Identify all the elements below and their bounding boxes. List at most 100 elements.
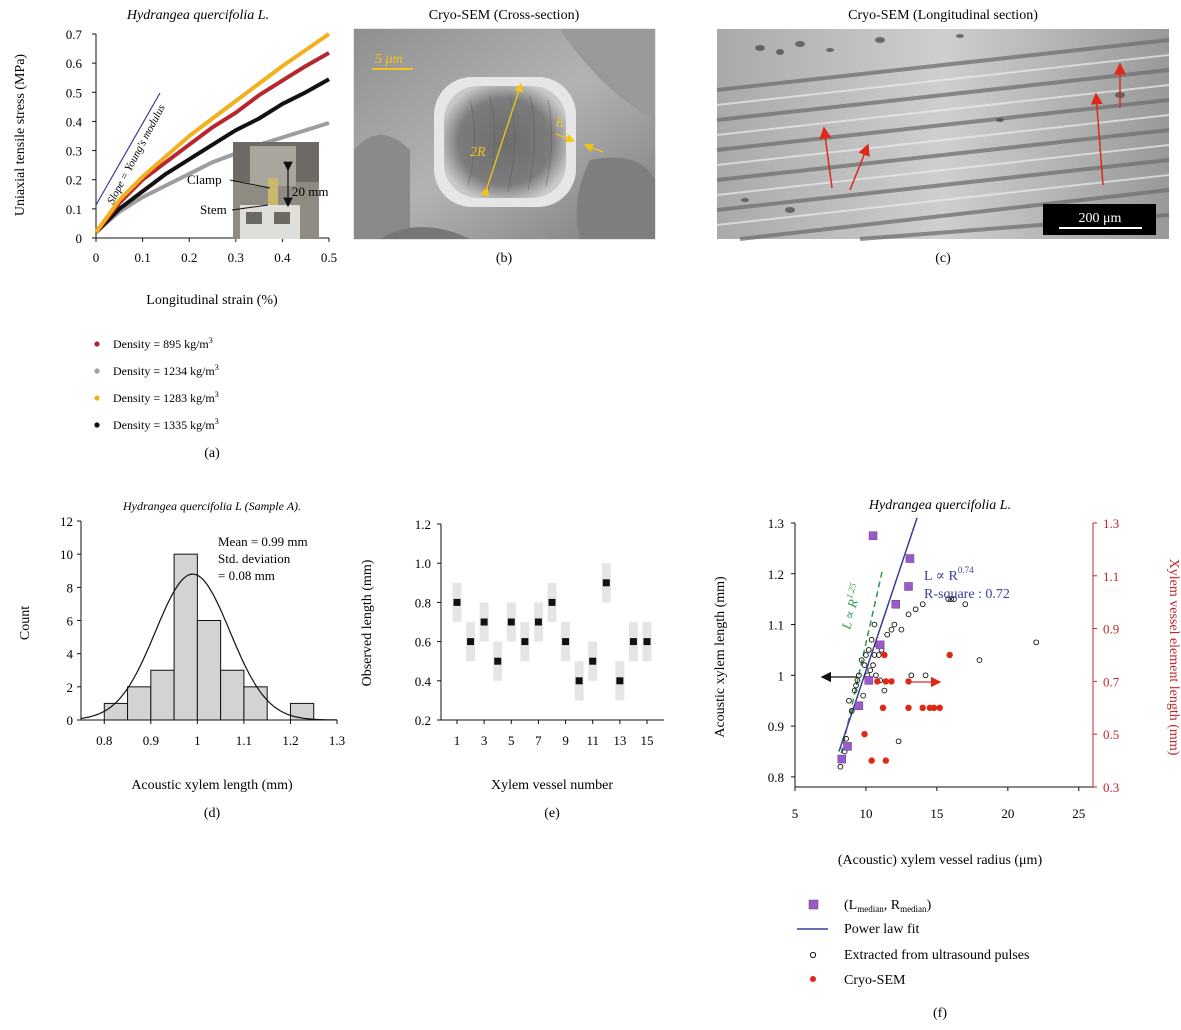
- cryosem-point: [879, 704, 887, 711]
- histogram-bar: [150, 669, 175, 721]
- panel-d-normal-fit: [80, 573, 337, 721]
- panel-f-right-tick-label: 1.1: [1103, 569, 1119, 584]
- panel-e-y-tick-label: 0.6: [415, 635, 432, 650]
- legend-marker-density-2: [94, 368, 100, 374]
- ultrasound-point: [912, 606, 919, 613]
- panel-d-x-tick-label: 1: [194, 733, 201, 748]
- tensile-test-inset-photo: [229, 142, 319, 239]
- panel-e-x-tick-label: 7: [535, 733, 542, 748]
- panel-e-caption: (e): [544, 806, 560, 821]
- panel-b-title: Cryo-SEM (Cross-section): [429, 8, 580, 23]
- panel-b-caption: (b): [496, 251, 513, 266]
- legend-median-label: (Lmedian, Rmedian): [844, 898, 932, 914]
- panel-f-left-tick-label: 0.8: [768, 770, 784, 785]
- legend-label-superscript: 3: [215, 363, 219, 372]
- histogram-bar: [103, 702, 129, 721]
- median-point: [905, 554, 915, 563]
- ultrasound-point: [837, 763, 844, 770]
- panel-d-y-tick-label: 12: [60, 514, 73, 529]
- ultrasound-point: [871, 652, 878, 658]
- ultrasound-point: [1033, 639, 1040, 646]
- panel-f-ylabel-left: Acoustic xylem length (mm): [713, 576, 728, 738]
- panel-f-points: [837, 531, 1040, 770]
- panel-e-x-tick-label: 13: [613, 733, 626, 748]
- panel-a-curve-series-1: [94, 51, 330, 234]
- ultrasound-point: [881, 687, 888, 694]
- ultrasound-point: [867, 667, 874, 674]
- ultrasound-point: [922, 672, 929, 679]
- panel-e-x-tick-label: 5: [508, 733, 515, 748]
- panel-f-x-tick-label: 5: [792, 806, 799, 821]
- panel-f-title: Hydrangea quercifolia L.: [868, 498, 1011, 513]
- panel-a-x-tick-label: 0.3: [228, 250, 244, 265]
- cryosem-point: [882, 757, 890, 764]
- panel-a-curves: [94, 32, 331, 234]
- panel-a-x-tick-label: 0: [93, 250, 100, 265]
- legend-label-superscript: 3: [215, 417, 219, 426]
- panel-a-x-tick-label: 0.1: [134, 250, 150, 265]
- panel-a-y-tick-label: 0: [76, 231, 83, 246]
- legend-marker-density-1: [94, 341, 100, 347]
- cryosem-point: [930, 704, 938, 711]
- legend-label-superscript: 3: [209, 336, 213, 345]
- observed-length-point: [589, 657, 597, 665]
- panel-e-x-tick-label: 9: [562, 733, 569, 748]
- ultrasound-point: [843, 735, 849, 742]
- panel-f-right-tick-label: 0.7: [1103, 674, 1120, 689]
- panel-e-y-tick-label: 1.2: [415, 517, 431, 532]
- panel-d-x-tick-label: 1.2: [282, 733, 298, 748]
- observed-length-point: [602, 579, 610, 587]
- ultrasound-point: [854, 677, 861, 684]
- panel-f-x-tick-label: 15: [930, 806, 943, 821]
- panel-e-y-tick-label: 0.2: [415, 713, 431, 728]
- panel-f-left-tick-label: 1.1: [768, 618, 784, 633]
- inset-clamp-label: Clamp: [187, 172, 222, 187]
- slope-line: [95, 92, 161, 206]
- inset-stem-label: Stem: [200, 202, 227, 217]
- ultrasound-point: [898, 626, 905, 633]
- ultrasound-point: [871, 621, 878, 628]
- panel-f-left-tick-label: 1.3: [768, 516, 784, 531]
- panel-f-ylabel-right: Xylem vessel element length (mm): [1166, 559, 1181, 756]
- ultrasound-point: [919, 601, 926, 608]
- ultrasound-point: [884, 631, 891, 638]
- panel-f-xlabel: (Acoustic) xylem vessel radius (μm): [838, 853, 1043, 868]
- power-law-fit-segment: [838, 517, 918, 752]
- legend-fit-label: Power law fit: [844, 922, 920, 937]
- observed-length-point: [521, 638, 529, 646]
- observed-length-point: [629, 638, 637, 646]
- histogram-bar: [173, 553, 198, 721]
- panel-f-right-tick-label: 0.9: [1103, 622, 1119, 637]
- observed-length-point: [616, 677, 624, 685]
- legend-ultrasound-label: Extracted from ultrasound pulses: [844, 948, 1029, 963]
- cryosem-point: [882, 678, 890, 685]
- legend-cryosem-label: Cryo-SEM: [844, 973, 906, 988]
- panel-e-axes: [437, 523, 664, 724]
- ultrasound-point: [851, 687, 858, 694]
- panel-d-stat-std-label: Std. deviation: [218, 551, 291, 566]
- median-point: [843, 742, 852, 751]
- panel-e-xlabel: Xylem vessel number: [491, 778, 613, 793]
- panel-d-y-tick-label: 6: [67, 614, 74, 629]
- median-point: [904, 582, 913, 591]
- panel-d-title: Hydrangea quercifolia L (Sample A).: [122, 499, 301, 513]
- observed-length-point: [453, 598, 461, 606]
- observed-length-point: [575, 677, 583, 685]
- legend-label-text: Density = 1234 kg/m: [113, 364, 215, 378]
- panel-f-tick-labels: 5 10 15 20 25 0.8 0.9 1 1.1 1.2 1.3 0.3 0.5 0.7 0.9 1.1…: [768, 516, 1120, 821]
- cryosem-point: [881, 651, 888, 659]
- panel-a-x-tick-label: 0.2: [181, 250, 197, 265]
- histogram-bar: [243, 686, 268, 721]
- thickness-arrow-out: [583, 143, 604, 153]
- panel-a: Hydrangea quercifolia L. Uniaxial tensil…: [13, 8, 337, 461]
- panel-f-left-tick-label: 1.2: [768, 567, 784, 582]
- cryosem-point: [946, 651, 953, 659]
- ultrasound-point: [853, 682, 859, 689]
- legend-marker-density-4: [94, 422, 100, 428]
- legend-label-text: Density = 895 kg/m: [113, 337, 209, 351]
- median-point: [891, 599, 901, 609]
- panel-a-curve-series-4: [94, 77, 330, 234]
- legend-label-density-2: Density = 1234 kg/m3: [113, 363, 219, 378]
- legend-ultrasound-marker: [809, 951, 817, 959]
